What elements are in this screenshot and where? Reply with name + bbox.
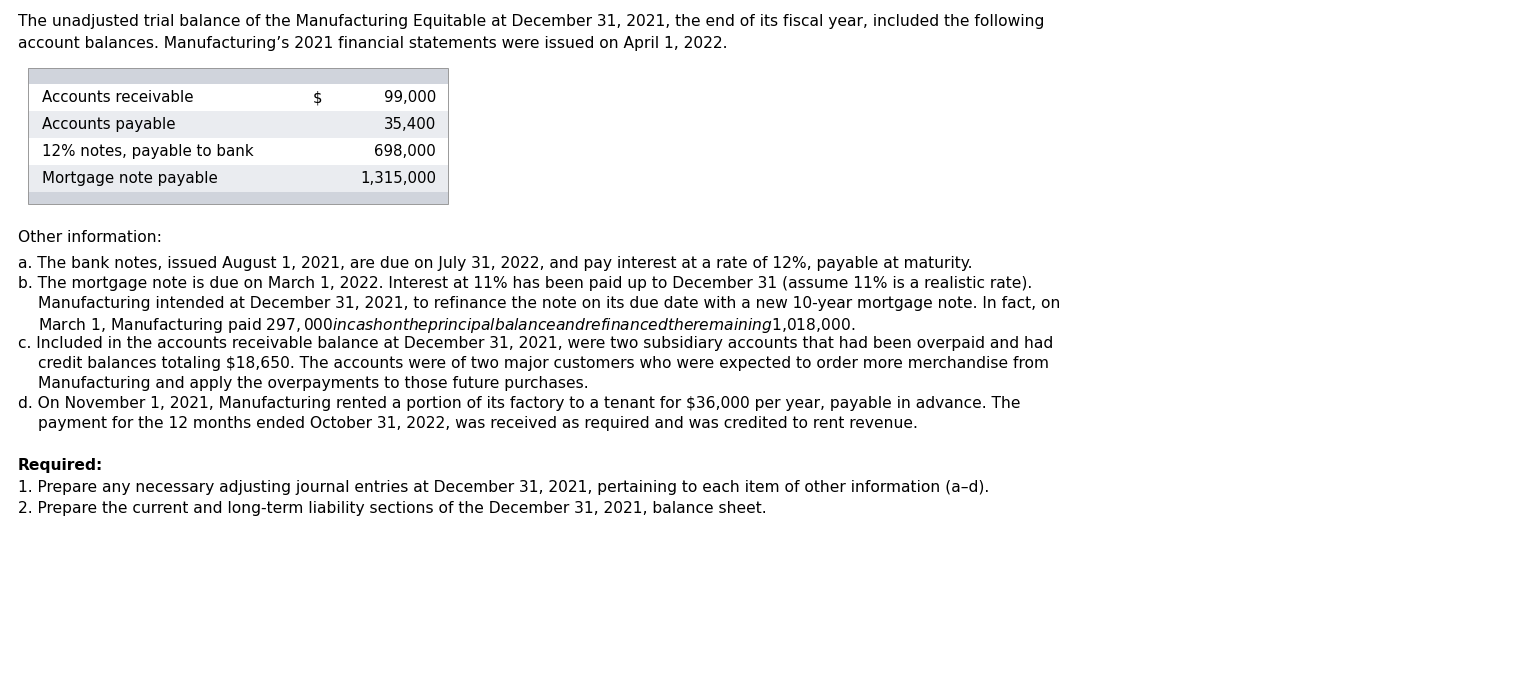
Bar bbox=[27, 111, 449, 138]
Text: The unadjusted trial balance of the Manufacturing Equitable at December 31, 2021: The unadjusted trial balance of the Manu… bbox=[18, 14, 1045, 29]
Bar bbox=[27, 165, 449, 192]
Text: 1. Prepare any necessary adjusting journal entries at December 31, 2021, pertain: 1. Prepare any necessary adjusting journ… bbox=[18, 480, 990, 495]
Text: Manufacturing intended at December 31, 2021, to refinance the note on its due da: Manufacturing intended at December 31, 2… bbox=[38, 296, 1060, 311]
Text: 12% notes, payable to bank: 12% notes, payable to bank bbox=[42, 144, 253, 159]
Text: Mortgage note payable: Mortgage note payable bbox=[42, 171, 218, 186]
Bar bbox=[27, 68, 449, 84]
Text: Accounts payable: Accounts payable bbox=[42, 117, 176, 132]
Bar bbox=[27, 192, 449, 204]
Text: c. Included in the accounts receivable balance at December 31, 2021, were two su: c. Included in the accounts receivable b… bbox=[18, 336, 1054, 351]
Bar bbox=[27, 84, 449, 111]
Bar bbox=[27, 138, 449, 165]
Text: Other information:: Other information: bbox=[18, 230, 162, 245]
Text: Accounts receivable: Accounts receivable bbox=[42, 90, 194, 105]
Text: account balances. Manufacturing’s 2021 financial statements were issued on April: account balances. Manufacturing’s 2021 f… bbox=[18, 36, 728, 51]
Text: credit balances totaling $18,650. The accounts were of two major customers who w: credit balances totaling $18,650. The ac… bbox=[38, 356, 1049, 371]
Text: d. On November 1, 2021, Manufacturing rented a portion of its factory to a tenan: d. On November 1, 2021, Manufacturing re… bbox=[18, 396, 1020, 411]
Text: 35,400: 35,400 bbox=[384, 117, 437, 132]
Text: Manufacturing and apply the overpayments to those future purchases.: Manufacturing and apply the overpayments… bbox=[38, 376, 588, 391]
Text: payment for the 12 months ended October 31, 2022, was received as required and w: payment for the 12 months ended October … bbox=[38, 416, 917, 431]
Text: b. The mortgage note is due on March 1, 2022. Interest at 11% has been paid up t: b. The mortgage note is due on March 1, … bbox=[18, 276, 1032, 291]
Text: $: $ bbox=[312, 90, 323, 105]
Text: March 1, Manufacturing paid $297,000 in cash on the principal balance and refina: March 1, Manufacturing paid $297,000 in … bbox=[38, 316, 855, 335]
Text: 99,000: 99,000 bbox=[384, 90, 437, 105]
Text: 2. Prepare the current and long-term liability sections of the December 31, 2021: 2. Prepare the current and long-term lia… bbox=[18, 501, 767, 516]
Text: 1,315,000: 1,315,000 bbox=[359, 171, 437, 186]
Text: a. The bank notes, issued August 1, 2021, are due on July 31, 2022, and pay inte: a. The bank notes, issued August 1, 2021… bbox=[18, 256, 972, 271]
Text: Required:: Required: bbox=[18, 458, 103, 473]
Bar bbox=[27, 68, 449, 204]
Text: 698,000: 698,000 bbox=[374, 144, 437, 159]
